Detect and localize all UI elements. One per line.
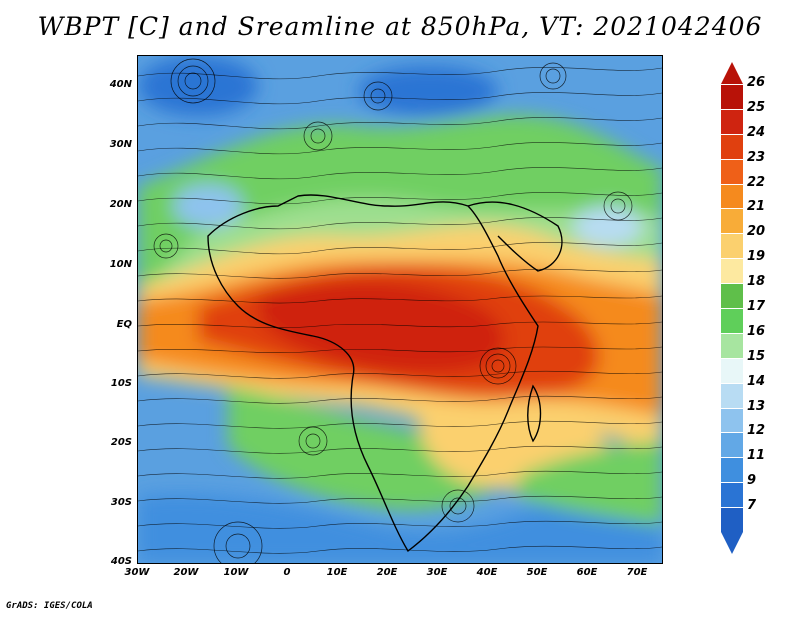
colorbar-segment xyxy=(721,258,743,284)
colorbar-segment xyxy=(721,308,743,333)
colorbar-label: 13 xyxy=(747,398,766,414)
colorbar-label: 25 xyxy=(747,99,766,115)
colorbar-label: 16 xyxy=(747,323,766,339)
lat-label-30s: 30S xyxy=(110,497,132,508)
colorbar-segment xyxy=(721,432,743,458)
colorbar-segment xyxy=(721,183,743,209)
lat-label-20s: 20S xyxy=(110,437,132,448)
colorbar-segment xyxy=(721,507,743,532)
colorbar-label: 12 xyxy=(747,423,766,439)
lon-label-10w: 10W xyxy=(223,567,249,578)
colorbar-label: 20 xyxy=(747,224,766,240)
colorbar xyxy=(721,84,743,532)
colorbar-label: 11 xyxy=(747,448,766,464)
colorbar-segment xyxy=(721,84,743,109)
lat-label-10n: 10N xyxy=(109,259,132,270)
lat-label-30n: 30N xyxy=(109,139,132,150)
lat-label-10s: 10S xyxy=(110,378,132,389)
colorbar-segment xyxy=(721,457,743,483)
colorbar-bottom-arrow xyxy=(721,532,743,554)
colorbar-label: 9 xyxy=(747,473,757,489)
colorbar-label: 23 xyxy=(747,149,766,165)
colorbar-label: 17 xyxy=(747,299,766,314)
colorbar-label: 19 xyxy=(747,249,766,265)
colorbar-label: 26 xyxy=(747,75,766,90)
lat-label-20n: 20N xyxy=(109,199,132,210)
lon-label-20e: 20E xyxy=(376,567,398,578)
colorbar-segment xyxy=(721,233,743,259)
colorbar-label: 21 xyxy=(747,199,766,215)
colorbar-segment xyxy=(721,407,743,433)
colorbar-segment xyxy=(721,482,743,508)
colorbar-label: 14 xyxy=(747,373,766,389)
lon-label-10e: 10E xyxy=(326,567,348,578)
colorbar-segment xyxy=(721,108,743,134)
lon-label-60e: 60E xyxy=(576,567,598,578)
lon-label-30w: 30W xyxy=(124,567,150,578)
wbpt-streamline-map xyxy=(137,55,663,564)
lat-label-40s: 40S xyxy=(110,556,132,567)
wbpt-field xyxy=(138,56,662,563)
lon-label-0: 0 xyxy=(283,567,291,578)
colorbar-segment xyxy=(721,208,743,234)
colorbar-label: 24 xyxy=(747,124,766,140)
lon-label-40e: 40E xyxy=(476,567,498,578)
colorbar-segment xyxy=(721,283,743,308)
map-title: WBPT [C] and Sreamline at 850hPa, VT: 20… xyxy=(37,12,763,41)
colorbar-segment xyxy=(721,158,743,184)
lat-label-eq: EQ xyxy=(116,319,132,330)
colorbar-segment xyxy=(721,382,743,408)
colorbar-label: 15 xyxy=(747,348,766,364)
colorbar-segment xyxy=(721,357,743,383)
lon-label-20w: 20W xyxy=(173,567,199,578)
colorbar-segment xyxy=(721,133,743,159)
colorbar-label: 18 xyxy=(747,274,766,290)
colorbar-label: 22 xyxy=(747,174,766,190)
grads-credit: GrADS: IGES/COLA xyxy=(6,601,93,611)
colorbar-label: 7 xyxy=(747,498,757,514)
lon-label-50e: 50E xyxy=(526,567,548,578)
colorbar-segment xyxy=(721,332,743,358)
lat-label-40n: 40N xyxy=(109,79,132,90)
colorbar-top-arrow xyxy=(721,62,743,84)
lon-label-30e: 30E xyxy=(426,567,448,578)
lon-label-70e: 70E xyxy=(626,567,648,578)
